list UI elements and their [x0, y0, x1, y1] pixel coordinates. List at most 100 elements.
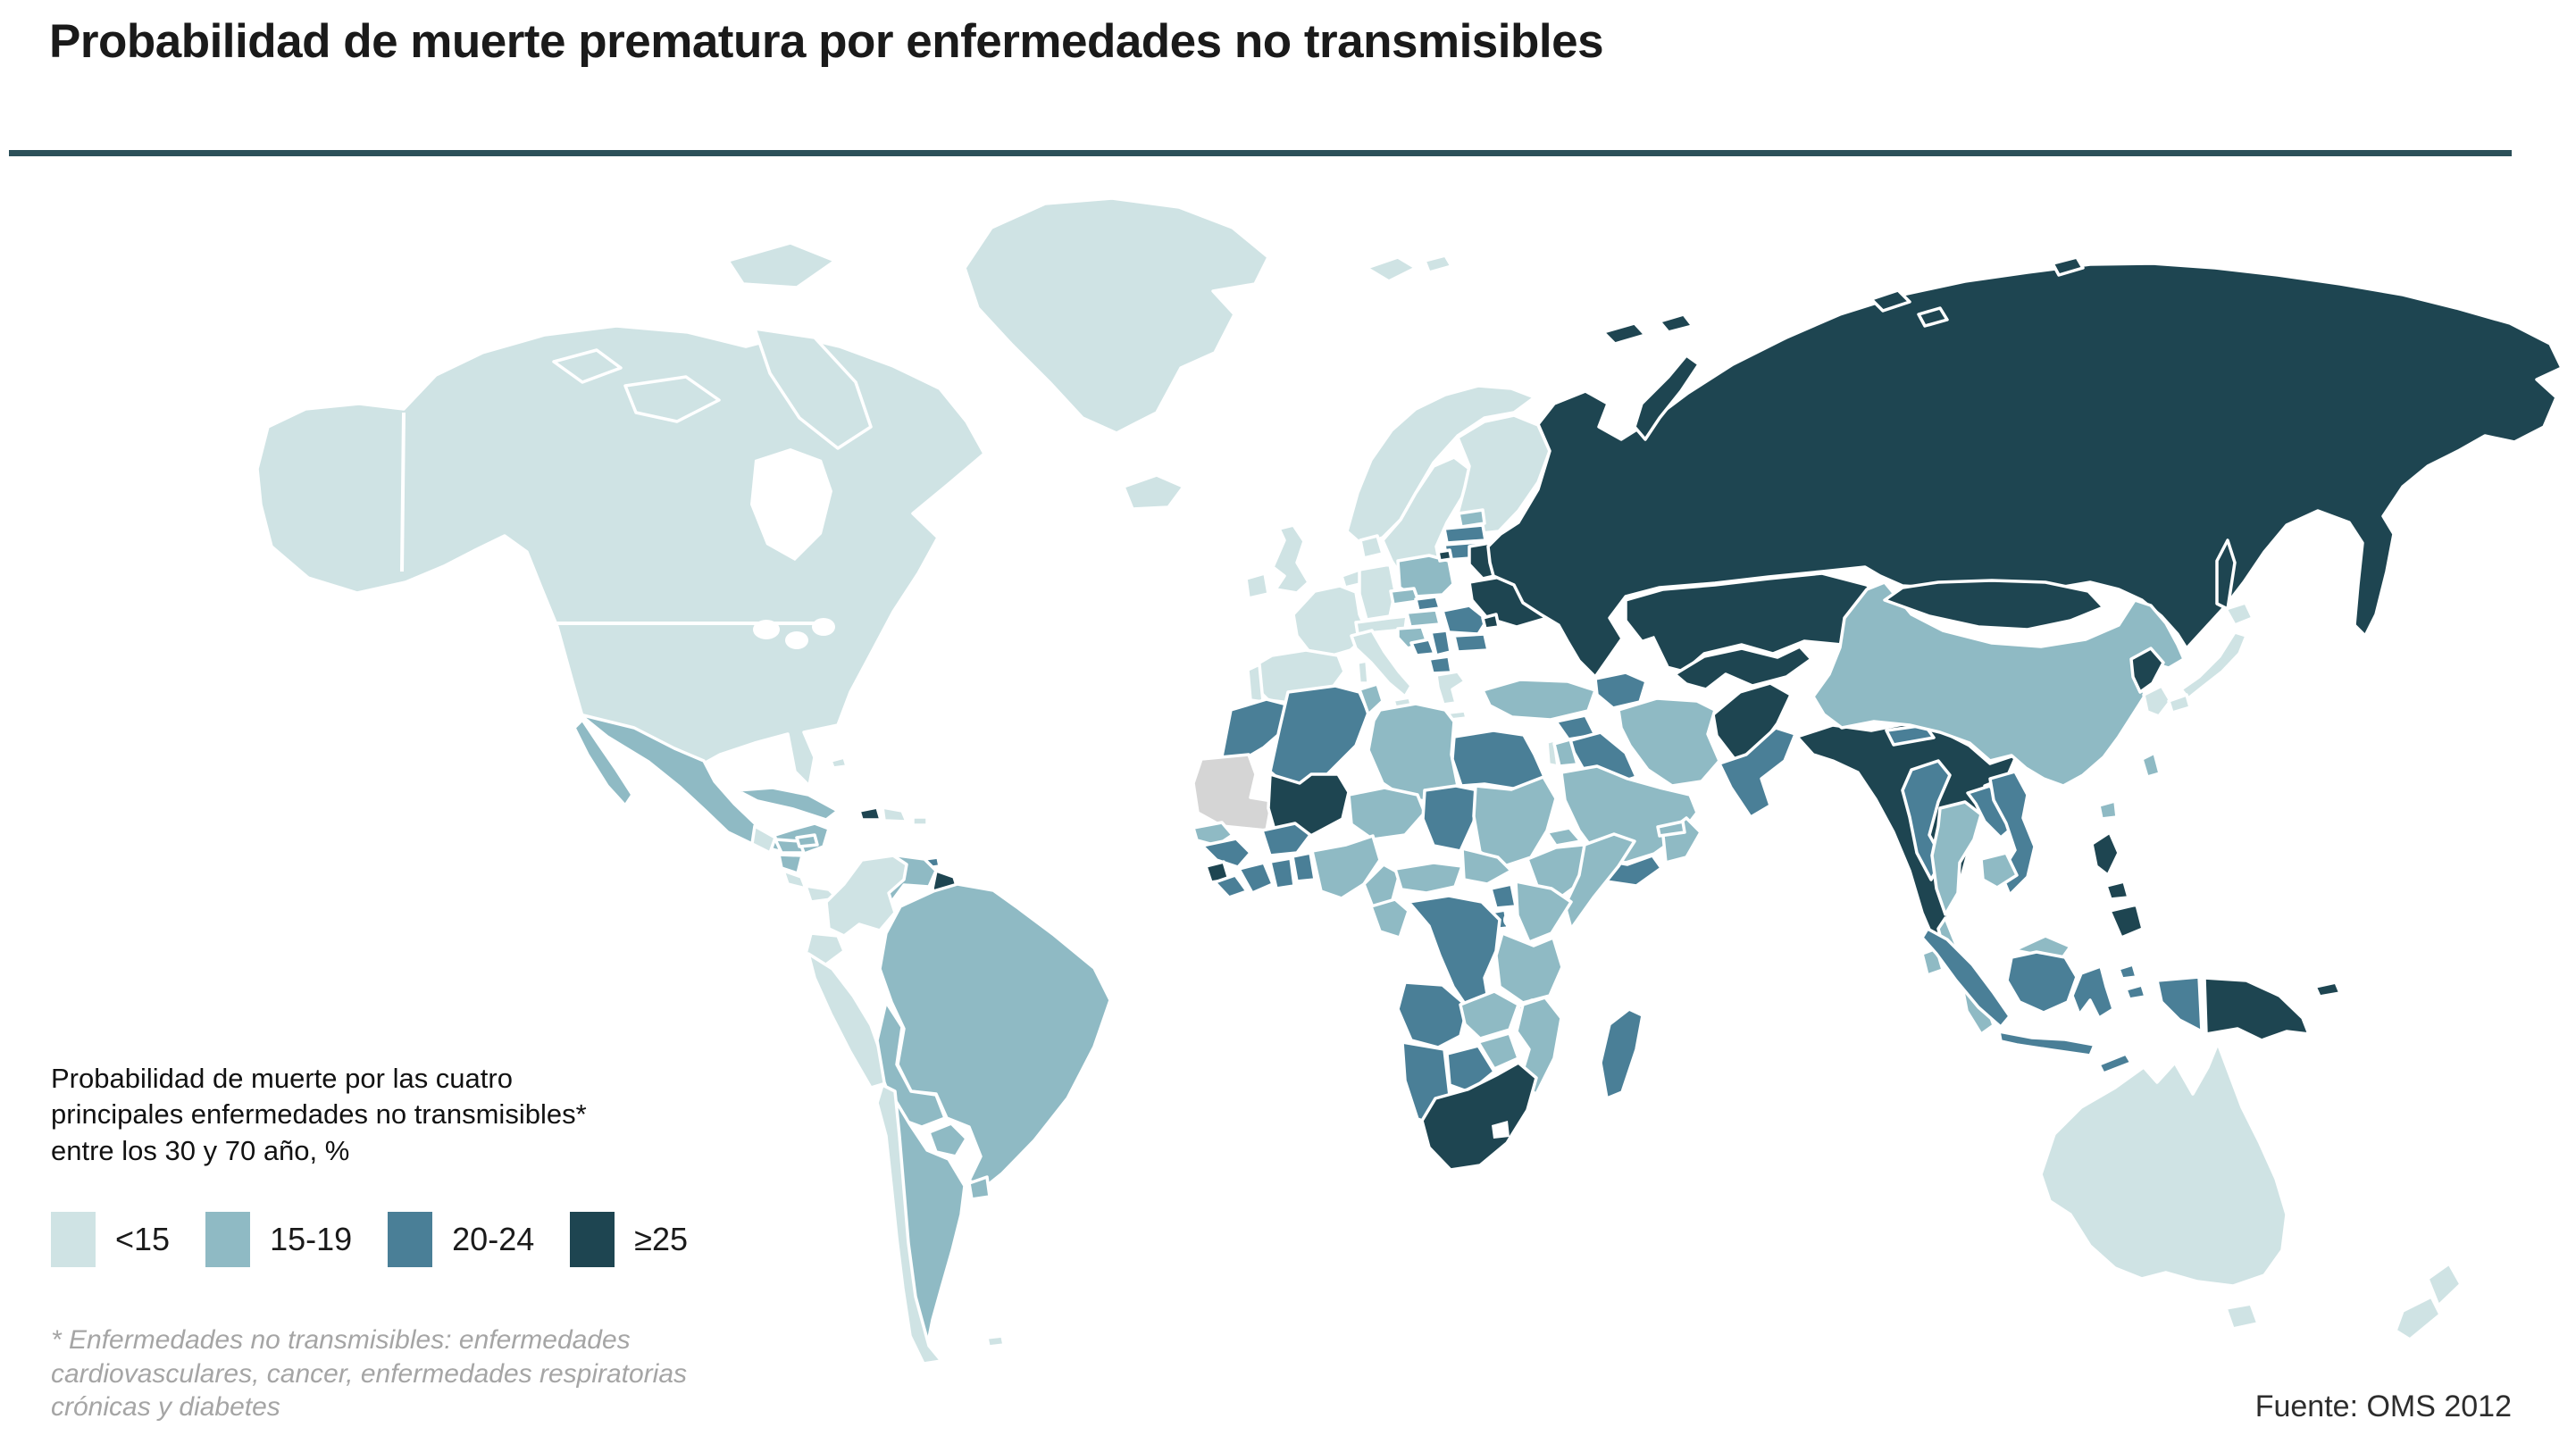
map-region-sakhalin [2215, 538, 2237, 611]
map-region-finland [1456, 413, 1551, 536]
map-region-latvia [1443, 523, 1487, 545]
map-region-gabon-congo [1369, 897, 1410, 939]
map-region-guatemala [750, 824, 777, 855]
map-region-sudan [1472, 775, 1558, 868]
map-region-greece [1434, 670, 1467, 706]
map-region-angola [1396, 981, 1469, 1049]
legend-label: 15-19 [270, 1220, 353, 1257]
map-region-somalia [1563, 832, 1636, 931]
map-region-cambodia [1979, 851, 2019, 889]
map-region-eritrea [1545, 826, 1583, 847]
legend-swatch-gte25 [570, 1211, 615, 1267]
legend-title: Probabilidad de muerte por las cuatro pr… [51, 1061, 819, 1169]
map-region-south-korea [2142, 684, 2172, 718]
title-rule [9, 150, 2512, 156]
map-region-mexico-baja [573, 718, 634, 807]
map-region-canadian-arctic [726, 241, 837, 289]
map-region-svalbard [1365, 255, 1418, 283]
map-region-cote-divoire [1237, 861, 1275, 895]
map-region-timor-leste [2097, 1052, 2133, 1075]
map-region-liberia [1213, 873, 1249, 899]
map-region-germany [1358, 563, 1397, 622]
map-region-portugal [1246, 663, 1265, 704]
map-region-zimbabwe [1476, 1031, 1520, 1071]
map-region-nicaragua [777, 853, 804, 875]
map-region-falkland-islands [985, 1334, 1006, 1348]
map-region-arctic-islands [2051, 255, 2085, 277]
map-region-moldova [1481, 613, 1501, 630]
map-region-drc [1407, 894, 1501, 1011]
map-region-puerto-rico [911, 815, 929, 827]
map-region-nigeria [1310, 834, 1382, 900]
map-region-russia [1486, 262, 2563, 679]
source-attribution: Fuente: OMS 2012 [2254, 1390, 2512, 1423]
map-region-serbia [1429, 629, 1452, 657]
map-region-south-africa [1420, 1061, 1538, 1172]
map-region-italy [1350, 629, 1413, 698]
map-region-paraguay [927, 1122, 968, 1158]
map-region-severnaya-zemlya [1869, 288, 1911, 313]
map-region-zambia [1459, 989, 1520, 1040]
legend-title-line: Probabilidad de muerte por las cuatro [51, 1063, 513, 1094]
map-region-svalbard [1423, 254, 1453, 274]
map-region-haiti [857, 805, 882, 822]
map-region-niger [1347, 786, 1426, 841]
map-region-franz-josef [1658, 313, 1694, 334]
map-region-australia [2039, 1041, 2288, 1288]
map-region-greenland [963, 196, 1270, 435]
lake-victoria [1503, 912, 1519, 928]
map-region-cameroon [1362, 863, 1401, 909]
map-region-bahamas [829, 755, 849, 770]
map-region-mexico [578, 713, 831, 857]
map-region-mauritania-western-sahara [1192, 753, 1274, 832]
map-region-iceland [1122, 473, 1185, 511]
map-region-switzerland-austria [1354, 614, 1409, 636]
map-region-java [1997, 1030, 2096, 1057]
map-region-hainan [2097, 799, 2119, 821]
map-region-japan-kyushu [2167, 693, 2192, 714]
map-region-thailand [1930, 800, 1983, 916]
map-region-uganda [1489, 882, 1518, 910]
legend-row: <15 15-19 20-24 ≥25 [51, 1211, 819, 1267]
map-region-united-kingdom [1271, 523, 1310, 595]
map-region-estonia [1457, 508, 1486, 529]
map-region-north-korea [2129, 647, 2165, 694]
map-region-peru [807, 952, 891, 1089]
map-legend: Probabilidad de muerte por las cuatro pr… [51, 1061, 819, 1267]
legend-item: 20-24 [388, 1211, 535, 1267]
legend-swatch-20-24 [388, 1211, 433, 1267]
map-region-romania [1441, 604, 1489, 636]
map-region-costa-rica [782, 869, 807, 890]
legend-label: 20-24 [452, 1220, 535, 1257]
map-region-tanzania [1494, 931, 1564, 1005]
map-region-papua-new-guinea [2203, 976, 2311, 1042]
hudson-bay [750, 448, 832, 561]
footnote-line: cardiovasculares, cancer, enfermedades r… [51, 1358, 688, 1389]
map-region-canadian-arctic [753, 327, 873, 450]
map-region-ghana [1268, 856, 1296, 890]
map-region-czech-republic [1389, 587, 1420, 606]
map-region-sulawesi [2070, 964, 2115, 1020]
footnote: * Enfermedades no transmisibles: enferme… [51, 1323, 687, 1424]
map-region-novaya-zemlya [1633, 354, 1701, 441]
map-region-moluccas [2117, 963, 2138, 981]
map-region-usa-canada [255, 324, 986, 788]
map-region-sardinia [1356, 659, 1370, 685]
map-region-chad [1421, 784, 1480, 853]
great-lakes [753, 620, 780, 639]
map-region-china [1811, 580, 2186, 788]
lesotho-enclave [1492, 1121, 1510, 1139]
legend-title-line: entre los 30 y 70 año, % [51, 1134, 350, 1166]
footnote-line: * Enfermedades no transmisibles: enferme… [51, 1325, 631, 1355]
legend-item: ≥25 [570, 1211, 688, 1267]
map-region-hungary [1405, 608, 1442, 629]
map-region-severnaya-zemlya [1917, 306, 1949, 328]
map-region-kalimantan [2005, 950, 2078, 1014]
map-region-burkina-faso [1260, 822, 1312, 857]
map-region-cuba [735, 786, 840, 822]
map-region-moluccas [2124, 983, 2147, 1001]
legend-label: <15 [115, 1220, 171, 1257]
map-region-new-zealand-north [2426, 1262, 2463, 1307]
map-region-central-african-republic [1393, 861, 1464, 895]
